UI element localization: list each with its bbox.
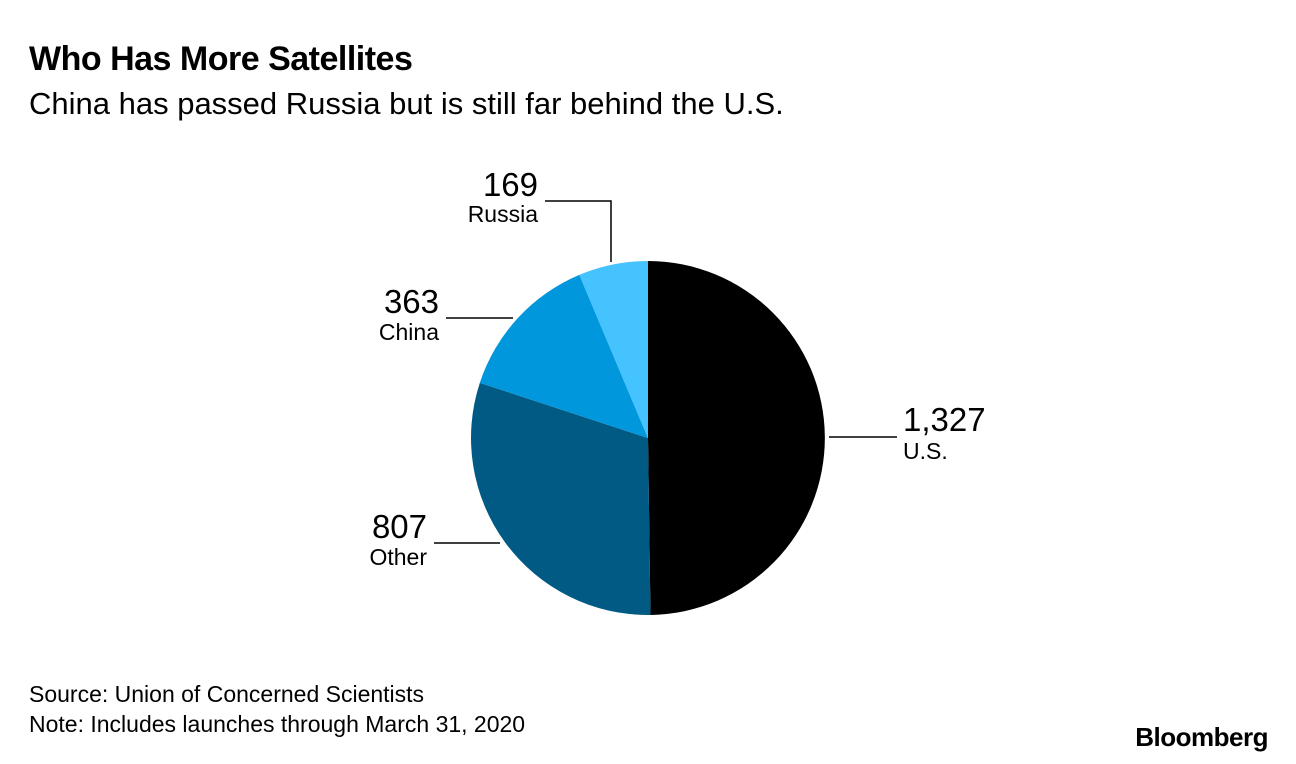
pie-slice-china [479, 274, 648, 438]
chart-title: Who Has More Satellites [29, 40, 413, 78]
pie-slice-u-s [648, 261, 825, 615]
pie-slices [471, 261, 825, 615]
slice-label-russia: Russia [468, 201, 539, 227]
chart-subtitle: China has passed Russia but is still far… [29, 86, 784, 121]
value-label-china: 363 [384, 283, 439, 320]
slice-label-china: China [379, 319, 439, 345]
footnote: Note: Includes launches through March 31… [29, 711, 526, 737]
slice-label-us: U.S. [903, 438, 948, 464]
value-label-other: 807 [372, 508, 427, 545]
pie-slice-russia [579, 261, 648, 438]
bloomberg-logo: Bloomberg [1135, 722, 1268, 752]
value-label-us: 1,327 [903, 401, 986, 438]
value-label-russia: 169 [483, 166, 538, 203]
pie-slice-other [471, 382, 651, 615]
source-note: Source: Union of Concerned Scientists [29, 681, 425, 707]
slice-label-other: Other [369, 544, 427, 570]
leader-line-russia [545, 200, 612, 262]
